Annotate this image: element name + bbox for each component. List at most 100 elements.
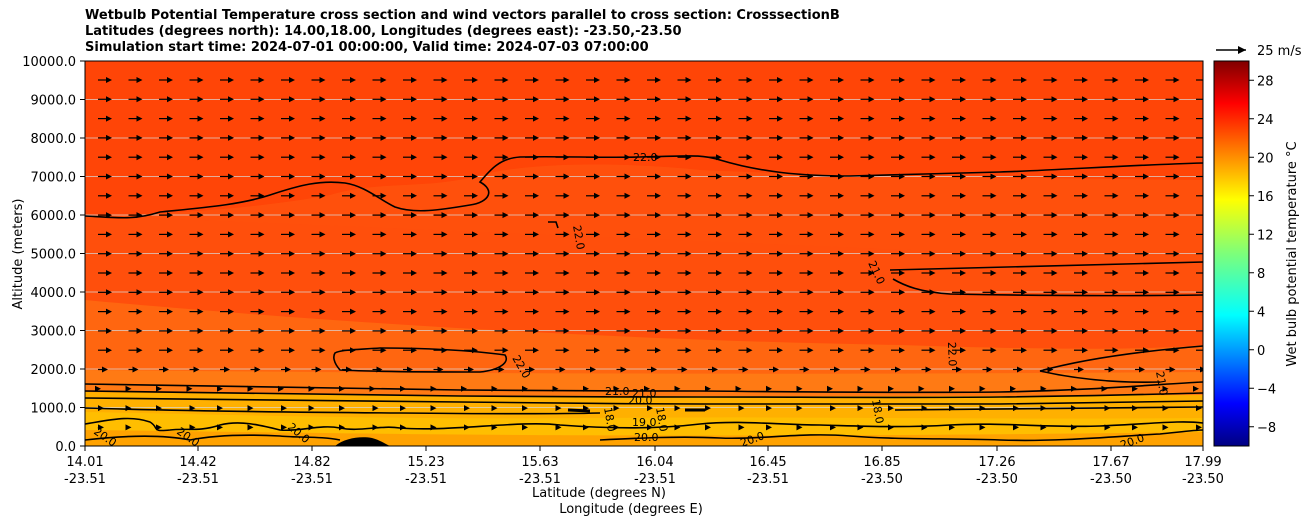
wind-vector (1104, 405, 1111, 412)
wind-vector (433, 134, 448, 141)
wind-reference-key: 25 m/s (1216, 44, 1302, 59)
wind-vector (555, 308, 570, 315)
wind-vector (189, 366, 200, 373)
wind-vector (128, 77, 143, 83)
y-tick-label: 8000.0 (31, 132, 77, 147)
wind-vector (494, 270, 509, 276)
wind-vector (1013, 115, 1027, 122)
wind-vector (860, 77, 875, 83)
wind-vector (677, 347, 692, 354)
plot-area: 22.0 22.0 22.0 22.0 21.0 21.0 21.0 21.0 … (85, 61, 1203, 446)
wind-vector (220, 115, 234, 122)
wind-vector (250, 115, 265, 122)
wind-vector (708, 77, 722, 83)
wind-vector (708, 212, 722, 219)
wind-vector (1104, 347, 1119, 354)
wind-vector (586, 250, 600, 257)
wind-vector (982, 77, 997, 83)
wind-vector (1135, 154, 1149, 161)
wind-vector (433, 289, 448, 296)
wind-vector (613, 424, 620, 431)
wind-vector (525, 134, 539, 141)
wind-vector (769, 192, 783, 199)
wind-vector (799, 134, 814, 141)
wind-vector (1135, 347, 1149, 354)
wind-vector (372, 154, 387, 161)
wind-vector (128, 96, 143, 103)
wind-vector (827, 385, 833, 392)
wind-vector (708, 154, 722, 161)
wind-vector (982, 347, 997, 354)
y-tick-label: 5000.0 (31, 248, 77, 263)
wind-vector (1043, 134, 1058, 141)
wind-vector (1013, 327, 1027, 334)
wind-vector (1165, 154, 1180, 161)
wind-vector (1165, 134, 1180, 141)
wind-vector (1165, 327, 1180, 334)
wind-vector (311, 154, 326, 161)
wind-vector (891, 289, 905, 296)
wind-vector (982, 134, 997, 141)
wind-vector (95, 385, 101, 392)
wind-vector (1071, 405, 1077, 412)
wind-vector (220, 173, 234, 180)
wind-vector (796, 405, 803, 412)
wind-vector (738, 250, 753, 257)
wind-vector (433, 192, 448, 199)
wind-vector (372, 192, 387, 199)
wind-vector (220, 327, 234, 334)
wind-vector (98, 173, 112, 180)
wind-vector (342, 212, 356, 219)
wind-vector (769, 270, 783, 276)
wind-vector (159, 115, 173, 122)
wind-vector (1043, 308, 1058, 315)
contour-22-right-b (1039, 370, 1161, 383)
wind-vector (952, 347, 966, 354)
wind-vector (860, 134, 875, 141)
wind-vector (461, 385, 467, 392)
wind-vector (525, 366, 535, 373)
wind-vector (372, 231, 387, 238)
wind-vector (311, 270, 326, 276)
wind-vector (1040, 424, 1047, 431)
wind-vector (494, 289, 509, 296)
wind-vector (891, 134, 905, 141)
wind-vector (494, 173, 509, 180)
x-tick-label-lon: -23.51 (405, 472, 447, 487)
wind-vector (1104, 289, 1119, 296)
wind-vector (1043, 192, 1058, 199)
wind-vector (647, 231, 661, 238)
wind-vector (1196, 272, 1203, 274)
wind-vector (857, 385, 864, 392)
wind-vector (220, 154, 234, 161)
wind-vector (555, 270, 570, 276)
x-tick-label-lon: -23.50 (1182, 472, 1224, 487)
contour-label: 20.0 (634, 431, 659, 444)
x-tick-label-lat: 17.99 (1184, 455, 1221, 470)
wind-vector (586, 77, 600, 83)
wind-vector (586, 289, 600, 296)
wind-vector (677, 96, 692, 103)
wind-vector (555, 250, 570, 257)
wind-vector (403, 134, 417, 141)
contour-label: 19.0 (632, 416, 657, 429)
wind-vector (128, 192, 143, 199)
wind-vector (555, 327, 570, 334)
wind-vector (433, 173, 448, 180)
x-axis: 14.01 -23.51 14.42 -23.51 14.82 -23.51 15.23 -2… (64, 446, 1224, 487)
wind-vector (525, 347, 539, 354)
wind-vector (403, 212, 417, 219)
wind-vector (766, 424, 772, 431)
wind-vector (1074, 308, 1088, 315)
wind-vector (799, 289, 814, 296)
wind-vector (677, 212, 692, 219)
contour-19-right (894, 406, 1203, 411)
wind-vector (403, 96, 417, 103)
wind-vector (250, 96, 265, 103)
wind-vector (1074, 231, 1088, 238)
wind-vector (1135, 308, 1149, 315)
wind-vector (433, 77, 448, 83)
contour-label: 22.0 (570, 224, 587, 250)
wind-vector (250, 289, 265, 296)
